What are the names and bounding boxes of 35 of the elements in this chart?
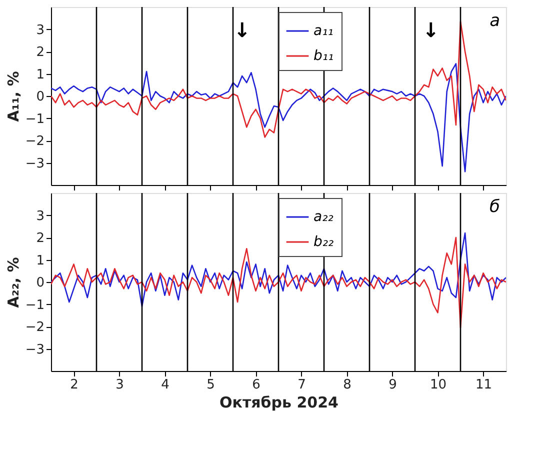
y-tick-label: 1 — [36, 67, 44, 82]
annotation: ↓ — [422, 18, 440, 42]
x-tick-label: 6 — [252, 378, 260, 392]
x-tick-label: 10 — [430, 378, 447, 392]
x-tick-label: 4 — [161, 378, 170, 392]
y-tick-label: −1 — [25, 298, 44, 313]
y-tick-label: −1 — [25, 112, 44, 127]
x-tick-label: 11 — [475, 378, 492, 392]
x-tick-label: 3 — [116, 378, 124, 392]
y-tick-label: −3 — [25, 156, 44, 172]
legend-label: b₂₂ — [314, 234, 334, 250]
y-axis-title: A₂₂, % — [4, 257, 22, 308]
y-axis-title: A₁₁, % — [4, 71, 22, 122]
legend-label: b₁₁ — [314, 48, 334, 64]
legend-label: a₁₁ — [314, 23, 334, 39]
x-tick-label: 8 — [343, 378, 352, 392]
y-tick-label: −2 — [25, 134, 44, 149]
y-tick-label: −3 — [25, 342, 44, 358]
y-tick-label: 3 — [36, 208, 44, 224]
y-tick-label: 1 — [36, 253, 44, 268]
annotation: б — [490, 197, 500, 217]
y-tick-label: 2 — [36, 45, 44, 60]
x-tick-label: 5 — [206, 378, 215, 392]
x-tick-label: 7 — [298, 378, 306, 392]
x-tick-label: 9 — [388, 378, 397, 392]
legend-label: a₂₂ — [314, 209, 334, 225]
y-tick-label: 3 — [36, 22, 44, 38]
y-tick-label: 0 — [36, 90, 44, 104]
y-tick-label: −2 — [25, 320, 44, 335]
y-tick-label: 2 — [36, 231, 44, 246]
y-tick-label: 0 — [36, 276, 44, 290]
x-axis-title: Октябрь 2024 — [220, 394, 338, 412]
annotation: ↓ — [234, 18, 250, 42]
annotation: a — [490, 11, 500, 31]
x-tick-label: 2 — [70, 378, 78, 392]
